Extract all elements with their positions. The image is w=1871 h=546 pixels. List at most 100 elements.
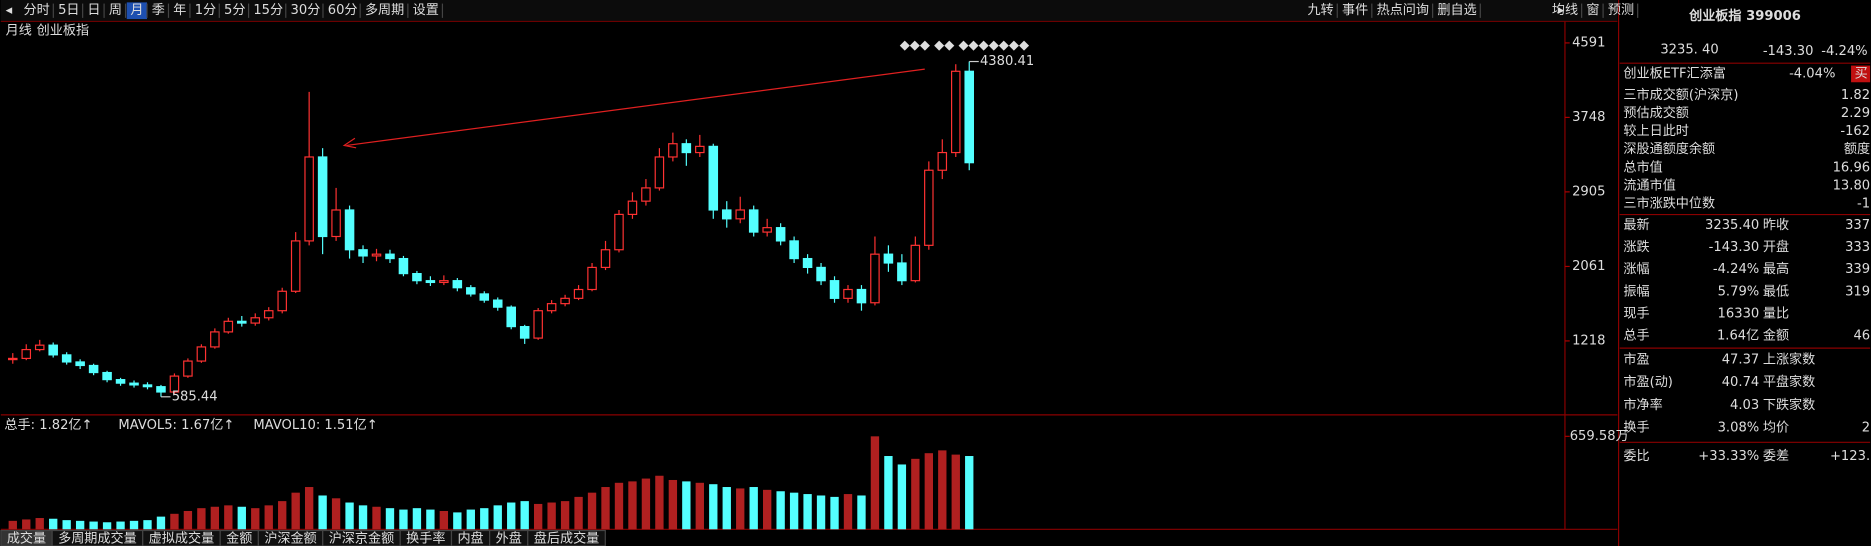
- stat-value: 2.29: [1841, 106, 1870, 121]
- toolbar-button[interactable]: 事件: [1342, 2, 1368, 18]
- volume-bar: [493, 505, 502, 530]
- candle-body: [183, 360, 193, 377]
- toolbar-button[interactable]: 设置: [413, 2, 439, 18]
- candle-body: [627, 200, 638, 216]
- quote-value: 319: [1845, 284, 1870, 299]
- volume-bar: [426, 509, 435, 530]
- quote-value: 46: [1853, 329, 1870, 344]
- quote-label: 量比: [1763, 306, 1789, 322]
- volume-bar: [507, 502, 516, 530]
- volume-bar: [803, 494, 812, 530]
- bottom-tab-label[interactable]: 虚拟成交量: [149, 529, 215, 546]
- quote-label: 振幅: [1623, 283, 1649, 299]
- bottom-tab-label[interactable]: 多周期成交量: [58, 529, 137, 546]
- toolbar-button[interactable]: 预测: [1608, 2, 1634, 18]
- volume-bar: [210, 506, 220, 530]
- toolbar-button[interactable]: 季: [152, 2, 165, 18]
- toolbar-button[interactable]: 5日: [58, 3, 79, 18]
- candle-body: [924, 169, 934, 246]
- quote-label: 最高: [1763, 260, 1789, 277]
- quote-value: 47.37: [1722, 353, 1760, 368]
- candle-body: [492, 299, 503, 308]
- bottom-tab-label[interactable]: 盘后成交量: [534, 529, 600, 546]
- toolbar-button[interactable]: 均线: [1552, 2, 1578, 18]
- volume-bar: [870, 436, 880, 530]
- quote-value: 5.79%: [1718, 284, 1760, 299]
- bottom-tab-label[interactable]: 沪深金额: [264, 530, 316, 546]
- toolbar-button[interactable]: 窗: [1586, 1, 1599, 18]
- candle-body: [573, 288, 584, 299]
- tab-selected: [126, 2, 148, 20]
- toolbar-button[interactable]: 15分: [253, 2, 283, 18]
- candle-body: [21, 348, 32, 360]
- stat-label: 三市涨跌中位数: [1623, 195, 1715, 212]
- volume-bar: [102, 522, 112, 530]
- icon[interactable]: ◂: [6, 3, 13, 18]
- candle-body: [8, 357, 18, 361]
- candle-body: [829, 280, 840, 299]
- toolbar-button[interactable]: 月: [130, 3, 143, 18]
- buy-label[interactable]: 买: [1855, 65, 1868, 81]
- signal-markers: ◆◆◆ ◆◆ ◆◆◆◆◆◆◆: [900, 38, 1030, 53]
- toolbar-button[interactable]: 删自选: [1437, 2, 1476, 18]
- toolbar-button[interactable]: 九转: [1307, 2, 1333, 18]
- candle-body: [250, 317, 261, 324]
- candle-body: [789, 240, 799, 260]
- stat-label: 总市值: [1623, 158, 1662, 175]
- volume-bar: [89, 521, 98, 530]
- volume-bar: [709, 484, 718, 530]
- volume-bar: [951, 454, 960, 530]
- buy-button[interactable]: [1851, 65, 1871, 83]
- stat-value: 额度: [1844, 141, 1870, 157]
- icon[interactable]: ▸: [1558, 3, 1565, 18]
- quote-label: 最低: [1763, 283, 1789, 299]
- candle-body: [412, 273, 422, 282]
- bottom-tab-label[interactable]: 成交量: [7, 529, 46, 546]
- volume-bar: [533, 503, 543, 530]
- volume-bar: [75, 520, 85, 530]
- toolbar-button[interactable]: 60分: [328, 2, 358, 18]
- bottom-tab-label[interactable]: 换手率: [406, 529, 445, 546]
- candle-body: [748, 209, 759, 233]
- candle-body: [88, 364, 99, 374]
- quote-value: 3235.40: [1705, 218, 1759, 233]
- bottom-tab-label[interactable]: 沪深京金额: [329, 530, 395, 546]
- toolbar-button[interactable]: 周: [109, 3, 122, 18]
- candle-body: [358, 249, 368, 257]
- candle-body: [169, 375, 180, 393]
- toolbar-button[interactable]: 1分: [195, 2, 216, 18]
- bottom-tab-label[interactable]: 内盘: [457, 529, 483, 546]
- toolbar-button[interactable]: 日: [87, 3, 100, 18]
- quote-value: 16330: [1718, 307, 1760, 322]
- volume-bar: [736, 488, 745, 530]
- volume-bar: [911, 458, 920, 530]
- candle-body: [695, 145, 705, 154]
- bottom-tab-label[interactable]: 金额: [226, 530, 252, 546]
- toolbar-button[interactable]: 年: [173, 2, 186, 18]
- candle-body: [385, 253, 395, 260]
- toolbar-button[interactable]: 热点问询: [1377, 2, 1429, 18]
- toolbar-button[interactable]: 5分: [224, 2, 245, 18]
- volume-bar: [170, 513, 179, 530]
- volume-bar: [884, 456, 893, 530]
- candle-body: [910, 244, 921, 282]
- stat-label: 较上日此时: [1623, 123, 1689, 139]
- quote-label: 平盘家数: [1763, 373, 1815, 390]
- toolbar-button[interactable]: 30分: [291, 2, 321, 18]
- toolbar: [0, 0, 1618, 22]
- toolbar-button[interactable]: 分时: [24, 2, 50, 18]
- quote-label: 委比: [1623, 448, 1649, 464]
- volume-bar: [385, 508, 395, 530]
- quote-label: 涨幅: [1623, 261, 1649, 277]
- volume-legend: MAVOL5: 1.67亿↑: [118, 417, 234, 433]
- toolbar-button[interactable]: 多周期: [365, 1, 404, 18]
- bottom-tab[interactable]: [527, 529, 606, 546]
- volume-bar: [843, 494, 853, 530]
- candle-body: [479, 293, 490, 301]
- volume-bar: [318, 495, 327, 530]
- bottom-tab-label[interactable]: 外盘: [496, 529, 522, 546]
- candle-body: [210, 331, 220, 348]
- candle-body: [762, 227, 772, 233]
